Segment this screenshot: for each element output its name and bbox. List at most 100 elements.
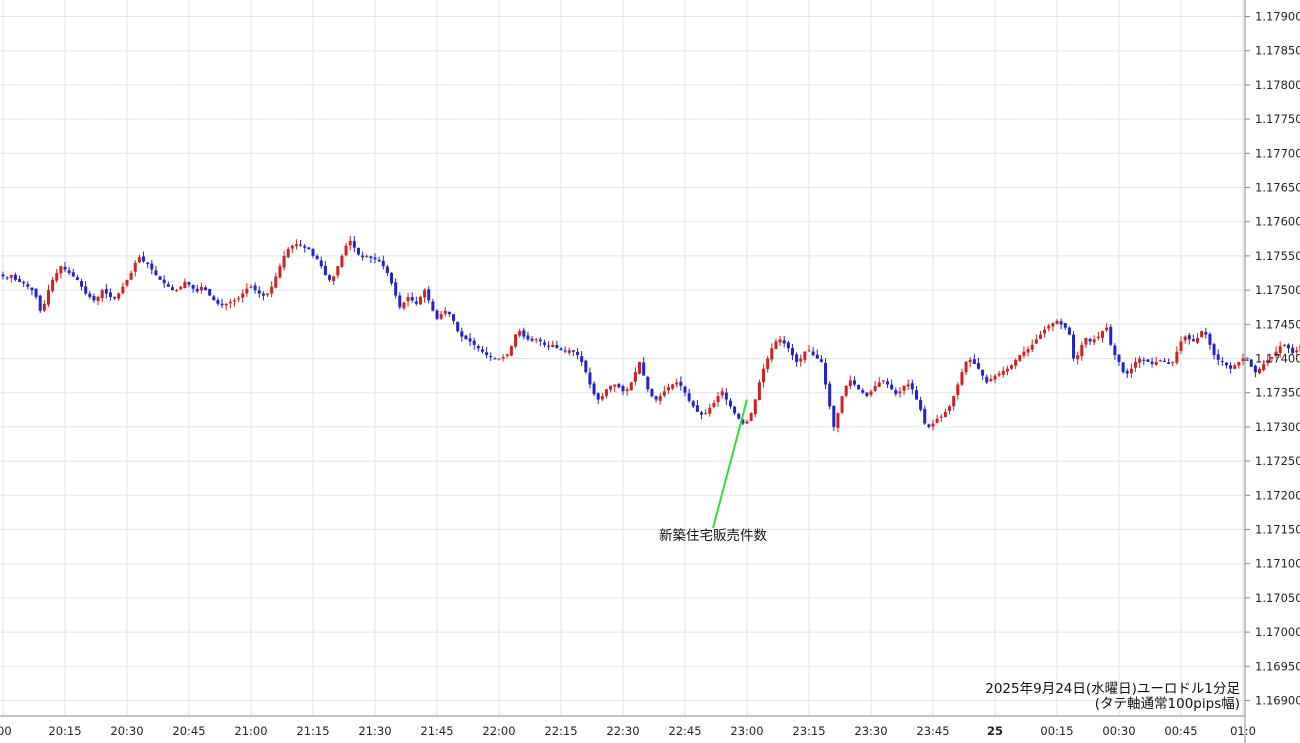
candle xyxy=(385,264,389,277)
candle-body xyxy=(902,385,906,391)
candle-body xyxy=(294,244,298,247)
candle-body xyxy=(642,362,646,376)
candle xyxy=(166,281,170,287)
candle-body xyxy=(476,346,480,349)
candle-body xyxy=(13,274,17,280)
candle-body xyxy=(179,286,183,290)
candle xyxy=(1018,354,1022,363)
candle-body xyxy=(910,383,914,390)
candle-body xyxy=(708,407,712,414)
candle xyxy=(927,423,931,429)
x-tick-label: 22:30 xyxy=(606,724,639,738)
candle xyxy=(1072,331,1076,362)
candle-body xyxy=(1076,355,1080,360)
candle xyxy=(80,278,84,291)
candle-body xyxy=(100,290,104,298)
candle xyxy=(108,288,112,301)
y-tick-label: 1.17300 xyxy=(1255,420,1300,434)
candle xyxy=(658,393,662,405)
candle xyxy=(518,328,522,338)
candle-body xyxy=(175,290,179,292)
candle xyxy=(1,271,5,280)
candle xyxy=(489,352,493,362)
candle xyxy=(394,278,398,299)
candle-body xyxy=(208,289,212,296)
candle-body xyxy=(485,352,489,356)
candle xyxy=(257,286,261,298)
x-tick-label: 00:15 xyxy=(1040,724,1073,738)
candle-body xyxy=(18,279,22,282)
candle xyxy=(468,332,472,347)
candle-body xyxy=(464,335,468,340)
candle xyxy=(340,254,344,269)
candle-body xyxy=(195,288,199,292)
candle xyxy=(877,377,881,388)
candle xyxy=(753,399,757,418)
candle-body xyxy=(150,263,154,270)
candle xyxy=(836,412,840,433)
candle-body xyxy=(1129,368,1133,374)
candle-body xyxy=(377,259,381,262)
candle-body xyxy=(873,385,877,391)
candle-body xyxy=(394,282,398,296)
candle-body xyxy=(266,293,270,295)
candle-body xyxy=(373,257,377,260)
candle-body xyxy=(567,350,571,353)
candle-body xyxy=(592,383,596,395)
candle-body xyxy=(1249,359,1253,367)
candle xyxy=(803,351,807,364)
candle-body xyxy=(241,293,245,298)
candle-body xyxy=(1212,344,1216,356)
candle-body xyxy=(183,281,187,289)
candle-body xyxy=(1125,371,1129,374)
candle xyxy=(824,358,828,389)
candle-body xyxy=(609,385,613,390)
candle xyxy=(319,256,323,269)
candle xyxy=(563,346,567,354)
candle xyxy=(997,370,1001,378)
candle-body xyxy=(480,349,484,352)
candle xyxy=(443,307,447,317)
candle-body xyxy=(187,282,191,285)
candle-body xyxy=(997,373,1001,376)
candle-body xyxy=(1220,360,1224,362)
candle-body xyxy=(447,311,451,315)
candle-body xyxy=(733,406,737,414)
candle-body xyxy=(170,287,174,291)
x-tick-label: 22:45 xyxy=(668,724,701,738)
candle-body xyxy=(596,393,600,400)
candle xyxy=(584,359,588,374)
candle-body xyxy=(88,293,92,297)
candle-body xyxy=(1113,345,1117,356)
candle xyxy=(869,389,873,398)
x-tick-label: 00:45 xyxy=(1164,724,1197,738)
candle-body xyxy=(489,356,493,358)
candle xyxy=(30,287,34,296)
candle xyxy=(195,284,199,294)
candle xyxy=(150,259,154,275)
candle-body xyxy=(501,357,505,359)
candle xyxy=(1204,327,1208,339)
candle-body xyxy=(1100,331,1104,338)
candle-body xyxy=(299,244,303,246)
candle-body xyxy=(766,358,770,370)
candle-body xyxy=(137,257,141,263)
candle-body xyxy=(1088,338,1092,342)
candle-body xyxy=(307,247,311,250)
candle-body xyxy=(1208,334,1212,345)
candle xyxy=(592,381,596,397)
candle xyxy=(613,384,617,392)
candle xyxy=(1005,365,1009,376)
candle xyxy=(675,378,679,388)
candle-body xyxy=(1142,359,1146,361)
candle-body xyxy=(1154,361,1158,365)
candle-body xyxy=(1105,327,1109,331)
candle-body xyxy=(472,340,476,345)
candle-body xyxy=(836,413,840,428)
candle-body xyxy=(406,296,410,302)
y-tick-label: 1.17700 xyxy=(1255,146,1300,160)
candle xyxy=(63,262,67,273)
candle-body xyxy=(468,338,472,342)
candle-body xyxy=(224,303,228,306)
y-tick-label: 1.17350 xyxy=(1255,386,1300,400)
